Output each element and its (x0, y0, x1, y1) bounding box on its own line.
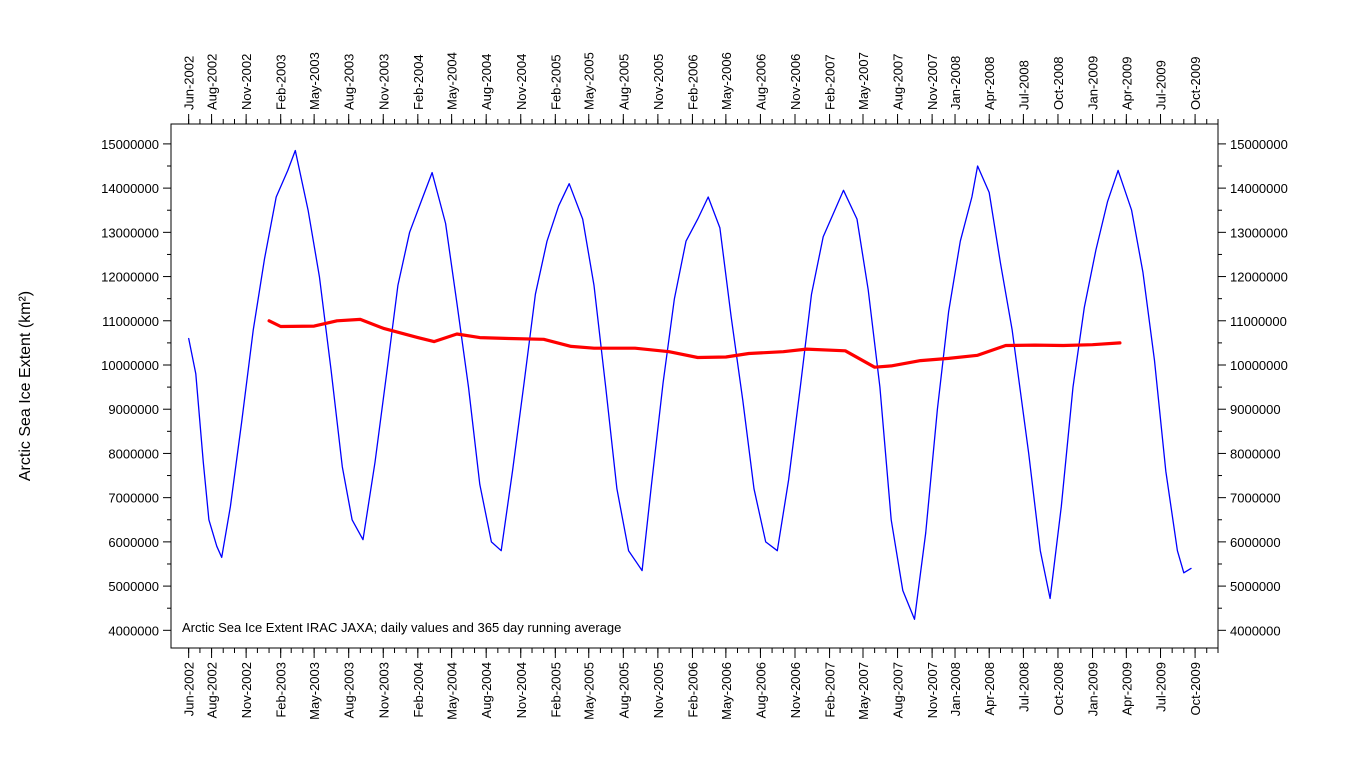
x-tick-label-top: Feb-2006 (685, 54, 700, 110)
x-tick-label-top: Feb-2004 (411, 54, 426, 110)
y-tick-label-right: 6000000 (1230, 535, 1281, 550)
y-tick-label-right: 12000000 (1230, 270, 1288, 285)
y-tick-label-left: 4000000 (108, 623, 159, 638)
x-tick-label-bottom: Jul-2009 (1154, 662, 1169, 712)
y-tick-label-right: 8000000 (1230, 446, 1281, 461)
x-tick-label-top: Feb-2003 (274, 54, 289, 110)
x-tick-label-top: Nov-2004 (514, 54, 529, 110)
x-tick-label-bottom: Aug-2004 (479, 662, 494, 718)
x-tick-label-bottom: Nov-2007 (925, 662, 940, 718)
x-tick-label-bottom: Nov-2005 (651, 662, 666, 718)
x-tick-label-top: May-2007 (856, 52, 871, 110)
x-tick-label-bottom: May-2003 (307, 662, 322, 720)
x-tick-label-bottom: Oct-2009 (1188, 662, 1203, 715)
y-tick-label-right: 11000000 (1230, 314, 1287, 329)
x-tick-label-top: Jun-2002 (182, 56, 197, 110)
x-tick-label-bottom: Aug-2005 (616, 662, 631, 718)
x-tick-label-top: May-2004 (445, 52, 460, 110)
y-tick-label-left: 6000000 (108, 535, 159, 550)
y-tick-label-right: 14000000 (1230, 181, 1288, 196)
x-tick-label-bottom: Jan-2009 (1086, 662, 1101, 716)
x-tick-label-top: Jan-2008 (948, 56, 963, 110)
x-tick-label-top: Oct-2008 (1051, 57, 1066, 110)
y-tick-label-left: 13000000 (101, 225, 159, 240)
x-tick-label-bottom: Feb-2006 (685, 662, 700, 718)
x-tick-label-top: Apr-2009 (1119, 57, 1134, 110)
x-axis-bottom: Jun-2002 Aug-2002 Nov-2002 Feb-2003 May-2003… (182, 648, 1219, 720)
x-tick-label-top: Feb-2005 (548, 54, 563, 110)
y-tick-label-right: 13000000 (1230, 225, 1288, 240)
x-tick-label-bottom: Apr-2008 (982, 662, 997, 715)
y-tick-label-left: 5000000 (108, 579, 159, 594)
x-tick-label-top: Feb-2007 (823, 54, 838, 110)
x-tick-label-top: Aug-2005 (616, 54, 631, 110)
x-tick-label-bottom: Jun-2002 (182, 662, 197, 716)
y-tick-label-left: 14000000 (101, 181, 159, 196)
y-tick-label-right: 9000000 (1230, 402, 1281, 417)
x-tick-label-bottom: Aug-2002 (205, 662, 220, 718)
y-tick-label-right: 15000000 (1230, 137, 1288, 152)
x-tick-label-bottom: Aug-2003 (342, 662, 357, 718)
x-tick-label-bottom: Apr-2009 (1119, 662, 1134, 715)
y-tick-label-right: 4000000 (1230, 623, 1281, 638)
x-axis-top: Jun-2002 Aug-2002 Nov-2002 Feb-2003 May-2003… (182, 52, 1219, 124)
y-tick-label-right: 7000000 (1230, 491, 1281, 506)
x-tick-label-bottom: Feb-2005 (548, 662, 563, 718)
x-tick-label-bottom: Jul-2008 (1016, 662, 1031, 712)
x-tick-label-top: Nov-2006 (788, 54, 803, 110)
y-tick-label-left: 11000000 (102, 314, 159, 329)
y-tick-label-left: 9000000 (108, 402, 159, 417)
x-tick-label-top: Aug-2006 (753, 54, 768, 110)
y-axis-title: Arctic Sea Ice Extent (km²) (17, 291, 34, 481)
x-tick-label-top: Nov-2002 (239, 54, 254, 110)
x-tick-label-bottom: Jan-2008 (948, 662, 963, 716)
x-tick-label-bottom: May-2004 (445, 662, 460, 720)
y-tick-label-left: 15000000 (101, 137, 159, 152)
x-tick-label-top: Oct-2009 (1188, 57, 1203, 110)
y-tick-label-left: 7000000 (108, 491, 159, 506)
series-line-running-average (267, 317, 1122, 369)
y-tick-label-left: 8000000 (108, 446, 159, 461)
x-tick-label-top: May-2006 (719, 52, 734, 110)
x-tick-label-top: Aug-2002 (205, 54, 220, 110)
x-tick-label-top: Aug-2007 (891, 54, 906, 110)
y-axis-left: 4000000 5000000 6000000 7000000 8000000 90000… (101, 137, 171, 638)
x-tick-label-top: May-2005 (582, 52, 597, 110)
y-axis-right: 4000000 5000000 6000000 7000000 8000000 90000… (1218, 137, 1288, 638)
x-tick-label-top: Aug-2004 (479, 54, 494, 110)
x-tick-label-top: Nov-2003 (376, 54, 391, 110)
y-tick-label-right: 5000000 (1230, 579, 1281, 594)
x-tick-label-bottom: Nov-2003 (376, 662, 391, 718)
x-tick-label-bottom: Feb-2003 (274, 662, 289, 718)
x-tick-label-top: May-2003 (307, 52, 322, 110)
x-tick-label-bottom: Nov-2006 (788, 662, 803, 718)
y-tick-label-left: 10000000 (101, 358, 159, 373)
series-layer (188, 149, 1192, 620)
x-tick-label-bottom: May-2007 (856, 662, 871, 720)
x-tick-label-top: Jul-2009 (1154, 60, 1169, 110)
x-tick-label-bottom: Nov-2004 (514, 662, 529, 718)
chart-annotation: Arctic Sea Ice Extent IRAC JAXA; daily v… (182, 620, 621, 635)
x-tick-label-top: Nov-2005 (651, 54, 666, 110)
plot-frame (170, 123, 1219, 649)
x-tick-label-bottom: Aug-2007 (891, 662, 906, 718)
x-tick-label-top: Apr-2008 (982, 57, 997, 110)
series-line-daily (188, 149, 1192, 620)
x-tick-label-bottom: Aug-2006 (753, 662, 768, 718)
x-tick-label-bottom: Feb-2004 (411, 662, 426, 718)
x-tick-label-top: Jul-2008 (1016, 60, 1031, 110)
x-tick-label-bottom: Oct-2008 (1051, 662, 1066, 715)
x-tick-label-top: Aug-2003 (342, 54, 357, 110)
x-tick-label-top: Nov-2007 (925, 54, 940, 110)
y-tick-label-left: 12000000 (101, 270, 159, 285)
x-tick-label-bottom: May-2006 (719, 662, 734, 720)
x-tick-label-top: Jan-2009 (1086, 56, 1101, 110)
x-tick-label-bottom: Nov-2002 (239, 662, 254, 718)
y-tick-label-right: 10000000 (1230, 358, 1288, 373)
x-tick-label-bottom: May-2005 (582, 662, 597, 720)
x-tick-label-bottom: Feb-2007 (823, 662, 838, 718)
